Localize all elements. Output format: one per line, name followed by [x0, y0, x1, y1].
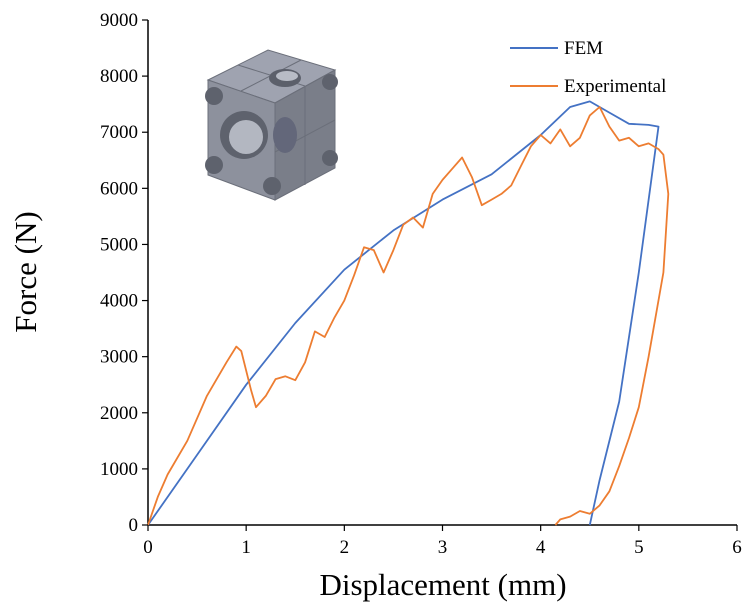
y-axis-title: Force (N) — [8, 211, 43, 332]
legend-label: Experimental — [564, 76, 666, 97]
y-tick-label: 1000 — [100, 459, 138, 480]
x-tick-label: 2 — [340, 537, 350, 558]
x-tick-label: 4 — [536, 537, 546, 558]
ticks-layer: 0 1 2 3 4 5 6 0 1000 2000 3000 4000 5000 6000 7000 8000… — [100, 10, 742, 558]
y-tick-label: 4000 — [100, 291, 138, 312]
y-tick-label: 3000 — [100, 347, 138, 368]
x-tick-label: 0 — [143, 537, 153, 558]
legend-label: FEM — [564, 38, 603, 59]
legend: FEM Experimental — [510, 38, 666, 97]
y-tick-label: 7000 — [100, 122, 138, 143]
y-tick-label: 2000 — [100, 403, 138, 424]
x-tick-label: 1 — [241, 537, 251, 558]
y-tick-label: 0 — [129, 515, 139, 536]
x-tick-label: 5 — [634, 537, 644, 558]
unit-cell-inset-image — [205, 49, 338, 201]
x-tick-label: 3 — [438, 537, 448, 558]
x-axis-title: Displacement (mm) — [319, 567, 566, 602]
y-tick-label: 6000 — [100, 178, 138, 199]
series-layer — [147, 100, 670, 526]
series-line-experimental — [147, 106, 670, 526]
y-tick-label: 5000 — [100, 234, 138, 255]
x-tick-label: 6 — [732, 537, 742, 558]
y-tick-label: 8000 — [100, 66, 138, 87]
series-line-fem — [147, 100, 660, 526]
y-tick-label: 9000 — [100, 10, 138, 31]
